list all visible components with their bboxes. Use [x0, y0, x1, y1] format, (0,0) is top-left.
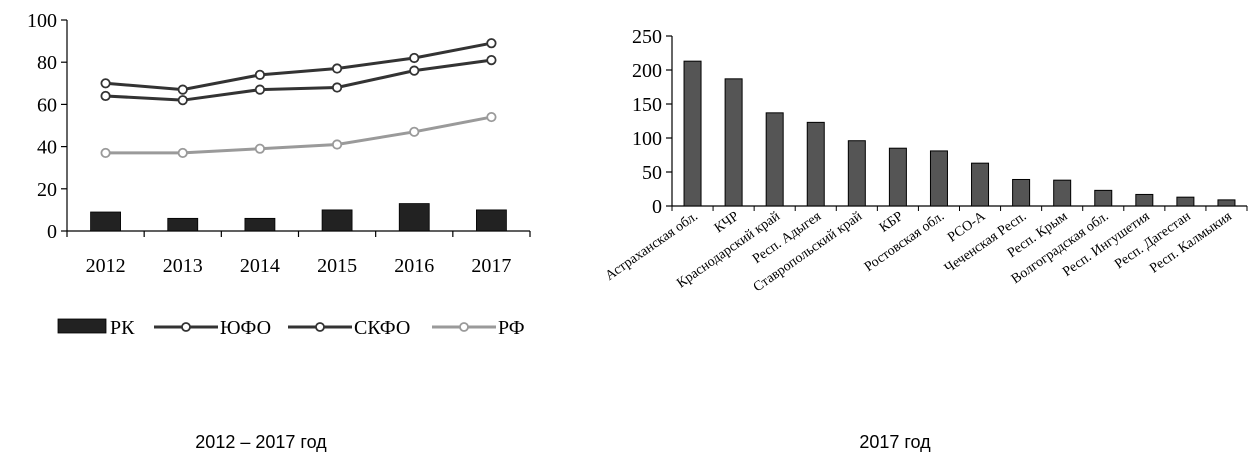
- right-bar: [1217, 199, 1236, 207]
- legend-label-РФ: РФ: [498, 317, 525, 339]
- right-y-tick-label: 50: [642, 162, 662, 184]
- left-point-ЮФО: [486, 54, 497, 66]
- right-bar: [1176, 196, 1195, 207]
- right-bar: [1053, 179, 1072, 207]
- left-point-РФ: [486, 111, 497, 123]
- left-x-tick-label: 2015: [317, 255, 357, 277]
- left-line-РФ: [105, 115, 492, 155]
- left-caption: 2012 – 2017 год: [195, 432, 327, 452]
- left-bar-РК: [398, 203, 430, 232]
- right-bar: [1012, 178, 1031, 207]
- left-x-tick-label: 2012: [86, 255, 126, 277]
- legend-marker-СКФО: [315, 322, 325, 332]
- right-caption: 2017 год: [859, 432, 931, 452]
- left-point-СКФО: [486, 38, 497, 49]
- left-point-СКФО: [177, 84, 188, 95]
- left-line-СКФО: [105, 41, 492, 92]
- right-category-label: Ростовская обл.: [862, 209, 947, 275]
- right-category-label: КБР: [877, 209, 906, 236]
- right-bars: [671, 60, 1248, 211]
- right-bar: [806, 121, 825, 207]
- left-y-tick-label: 0: [47, 221, 57, 243]
- left-point-РФ: [254, 143, 266, 154]
- left-y-tick-label: 40: [37, 137, 57, 159]
- left-point-СКФО: [409, 52, 420, 64]
- left-bar-РК: [90, 211, 121, 232]
- right-chart: 0 50 100 150 200 250 Астраханская обл. КЧРКрас…: [603, 26, 1248, 295]
- right-y-tick-label: 150: [632, 94, 662, 116]
- left-point-ЮФО: [254, 84, 266, 95]
- left-point-РФ: [331, 139, 343, 150]
- right-y-tick-label: 250: [632, 26, 662, 48]
- right-bar: [971, 162, 990, 207]
- legend-label-ЮФО: ЮФО: [220, 317, 271, 339]
- left-point-ЮФО: [409, 65, 420, 76]
- right-bar: [847, 140, 866, 207]
- left-lines: [100, 38, 497, 159]
- left-point-ЮФО: [331, 82, 343, 93]
- left-bar-РК: [167, 217, 199, 232]
- right-bar: [1094, 189, 1113, 207]
- right-bar: [929, 150, 948, 207]
- left-y-tick-label: 20: [37, 179, 57, 201]
- left-x-tick-label: 2013: [163, 255, 203, 277]
- left-y-tick-label: 100: [27, 10, 57, 32]
- left-line-ЮФО: [105, 58, 492, 102]
- right-y-ticks: 0 50 100 150 200 250: [632, 26, 672, 218]
- left-point-СКФО: [254, 69, 266, 80]
- left-bar-РК: [476, 209, 507, 232]
- left-point-ЮФО: [100, 90, 111, 102]
- left-legend: РК ЮФО СКФО РФ: [57, 317, 525, 339]
- right-y-tick-label: 100: [632, 128, 662, 150]
- right-bar: [724, 78, 743, 207]
- left-point-СКФО: [100, 78, 111, 89]
- legend-swatch-РК: [57, 318, 107, 334]
- right-bar: [888, 147, 907, 207]
- right-y-tick-label: 200: [632, 60, 662, 82]
- left-point-РФ: [100, 147, 111, 159]
- right-bar: [1135, 193, 1154, 207]
- left-chart: 0 20 40 60 80 100 2012 2013 2014 2015 2016 2017 РК…: [27, 10, 531, 339]
- left-bar-РК: [321, 209, 353, 232]
- left-bars: [90, 203, 507, 232]
- left-x-tick-label: 2017: [471, 255, 511, 277]
- left-point-ЮФО: [177, 95, 188, 106]
- right-y-tick-label: 0: [652, 196, 662, 218]
- legend-marker-РФ: [459, 322, 469, 332]
- legend-marker-ЮФО: [181, 322, 191, 332]
- right-bar: [765, 112, 784, 207]
- legend-label-РК: РК: [110, 317, 135, 339]
- left-y-tick-label: 60: [37, 94, 57, 116]
- left-point-РФ: [409, 126, 420, 137]
- right-category-label: КЧР: [712, 209, 742, 236]
- left-y-ticks: 0 20 40 60 80 100: [27, 10, 67, 243]
- left-point-СКФО: [331, 63, 343, 74]
- left-x-ticks: 2012 2013 2014 2015 2016 2017: [66, 231, 531, 277]
- left-y-tick-label: 80: [37, 52, 57, 74]
- left-x-tick-label: 2014: [240, 255, 280, 277]
- left-point-РФ: [177, 147, 188, 159]
- left-x-tick-label: 2016: [394, 255, 434, 277]
- right-bar: [683, 60, 702, 207]
- legend-label-СКФО: СКФО: [354, 317, 410, 339]
- left-bar-РК: [244, 217, 276, 232]
